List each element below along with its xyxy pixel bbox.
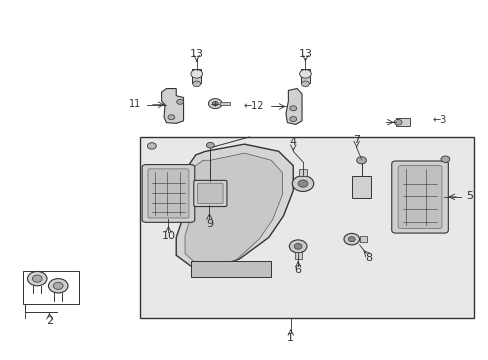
Bar xyxy=(395,118,409,126)
Circle shape xyxy=(289,117,296,122)
Circle shape xyxy=(289,106,296,111)
Text: 11: 11 xyxy=(129,99,141,109)
Bar xyxy=(351,176,370,198)
Circle shape xyxy=(32,275,42,282)
Text: 9: 9 xyxy=(205,219,212,229)
Bar xyxy=(140,137,473,318)
Circle shape xyxy=(298,180,307,187)
Polygon shape xyxy=(285,89,302,125)
Bar xyxy=(359,236,366,242)
Polygon shape xyxy=(161,89,183,123)
Circle shape xyxy=(48,279,68,293)
Circle shape xyxy=(190,69,202,78)
Circle shape xyxy=(343,233,359,245)
Bar xyxy=(22,271,79,304)
FancyBboxPatch shape xyxy=(148,169,188,218)
Bar xyxy=(192,69,201,83)
Text: 1: 1 xyxy=(287,333,294,343)
Text: 5: 5 xyxy=(466,191,472,201)
Circle shape xyxy=(299,69,311,78)
FancyBboxPatch shape xyxy=(142,165,194,222)
Circle shape xyxy=(147,143,156,149)
Polygon shape xyxy=(176,144,293,268)
Circle shape xyxy=(176,99,183,104)
Text: 6: 6 xyxy=(294,265,301,275)
Bar xyxy=(220,102,229,105)
Circle shape xyxy=(212,102,218,106)
Text: ←3: ←3 xyxy=(431,116,446,126)
Circle shape xyxy=(347,237,354,242)
Bar xyxy=(294,252,301,258)
Circle shape xyxy=(192,81,200,87)
Circle shape xyxy=(27,271,47,286)
Circle shape xyxy=(206,142,214,148)
Circle shape xyxy=(356,157,366,164)
Text: 8: 8 xyxy=(365,253,372,263)
Circle shape xyxy=(208,99,222,109)
Text: ←12: ←12 xyxy=(243,101,264,111)
Text: 10: 10 xyxy=(161,231,175,241)
Bar xyxy=(301,69,309,83)
Circle shape xyxy=(440,156,449,162)
FancyBboxPatch shape xyxy=(197,183,223,204)
Bar xyxy=(299,168,306,176)
Text: 7: 7 xyxy=(352,135,360,145)
Circle shape xyxy=(289,240,306,253)
Circle shape xyxy=(53,282,63,289)
Circle shape xyxy=(167,115,174,120)
FancyBboxPatch shape xyxy=(397,166,441,228)
Text: 13: 13 xyxy=(189,49,203,59)
Text: 13: 13 xyxy=(298,49,312,59)
Text: 4: 4 xyxy=(289,138,296,147)
Circle shape xyxy=(292,176,313,192)
Text: 2: 2 xyxy=(46,316,53,325)
Circle shape xyxy=(294,243,302,249)
Circle shape xyxy=(393,120,401,125)
FancyBboxPatch shape xyxy=(193,180,226,207)
Bar xyxy=(190,261,271,277)
Polygon shape xyxy=(184,153,282,265)
Circle shape xyxy=(301,81,309,87)
FancyBboxPatch shape xyxy=(391,161,447,233)
